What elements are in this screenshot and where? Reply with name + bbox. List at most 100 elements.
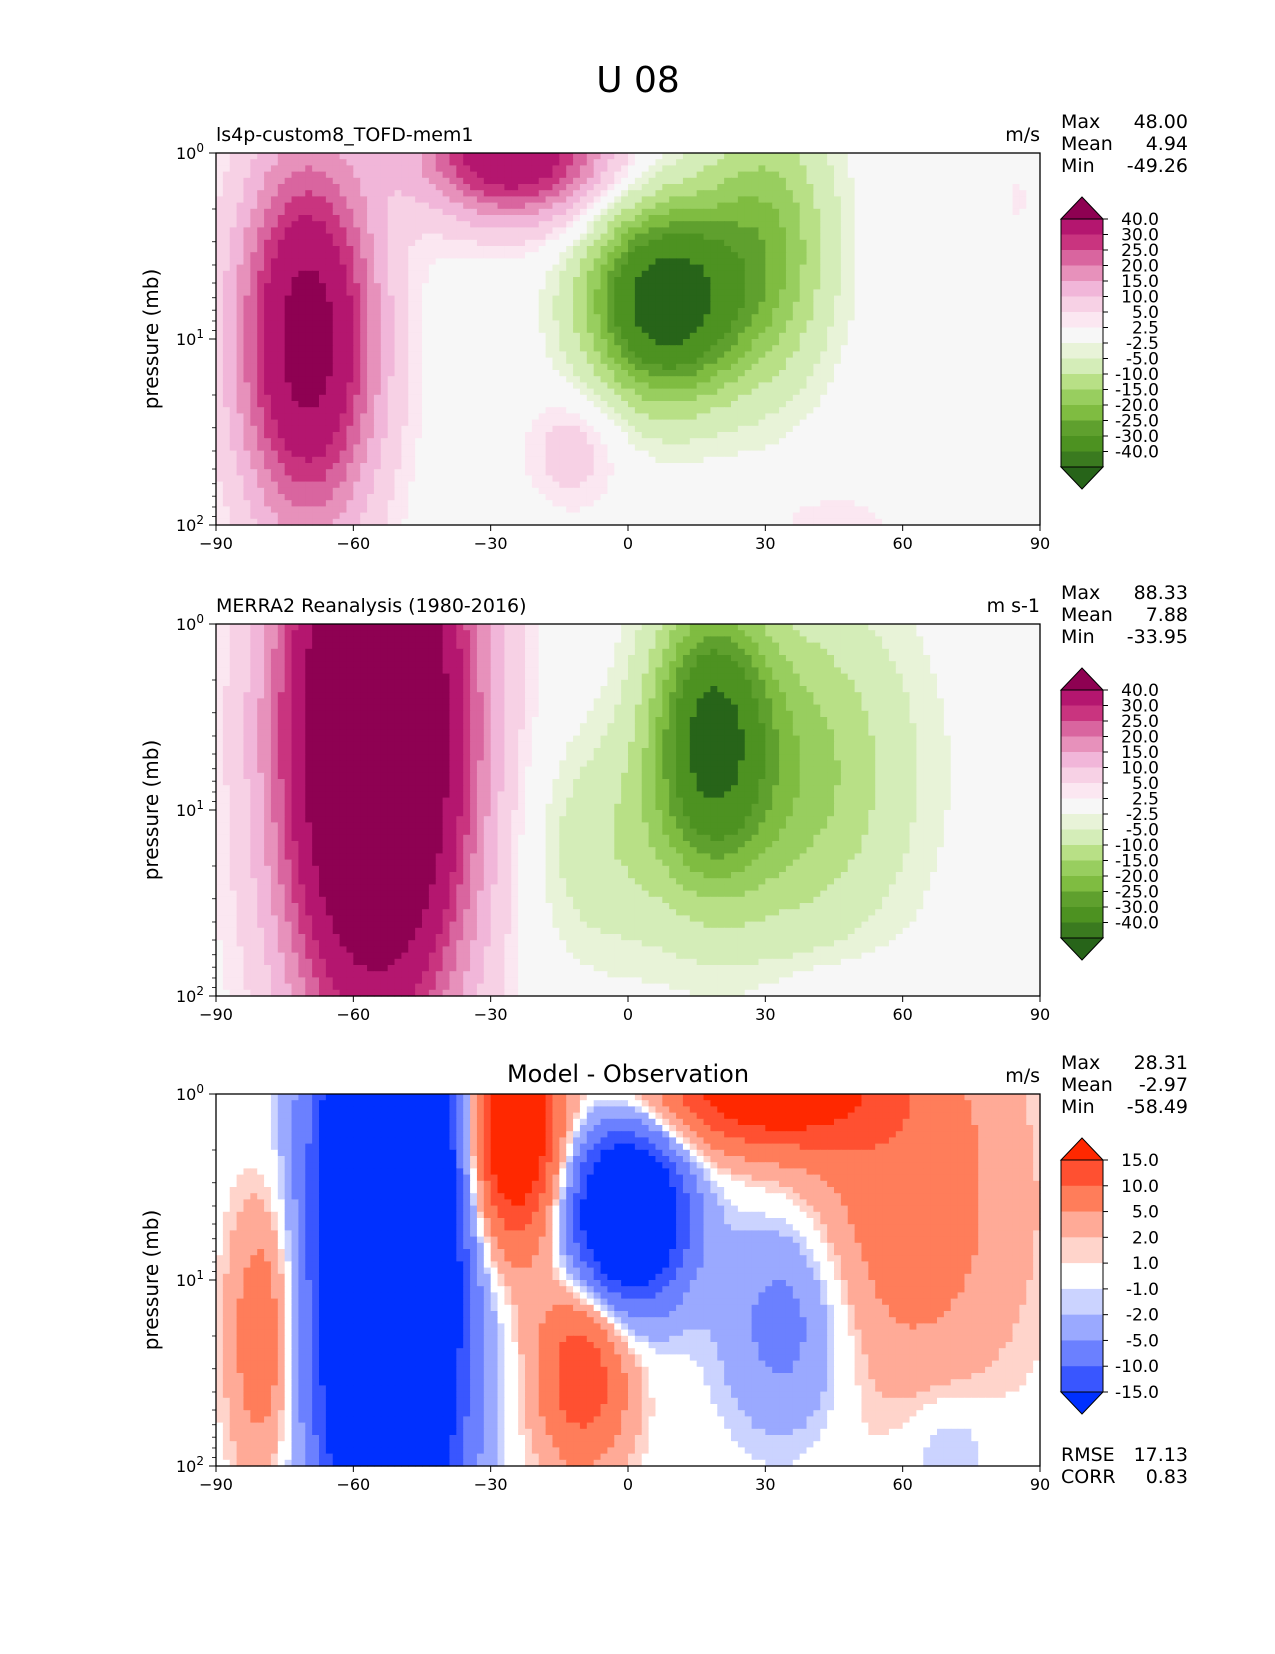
contour-cell [655, 370, 663, 377]
contour-cell [724, 351, 732, 359]
contour-cell [538, 301, 547, 309]
contour-cell [1026, 233, 1034, 241]
contour-cell [222, 382, 231, 390]
contour-cell [435, 376, 444, 383]
contour-cell [559, 177, 567, 185]
contour-cell [943, 401, 952, 408]
contour-cell [305, 326, 313, 334]
contour-cell [854, 382, 863, 390]
contour-cell [641, 351, 650, 359]
contour-cell [634, 184, 643, 191]
contour-cell [456, 246, 464, 253]
contour-cell [394, 394, 402, 402]
contour-cell [525, 332, 533, 340]
contour-cell [236, 165, 245, 173]
contour-cell [593, 258, 602, 266]
contour-cell [820, 382, 828, 390]
contour-cell [1033, 314, 1041, 321]
contour-cell [525, 401, 533, 408]
contour-cell [854, 345, 863, 352]
contour-cell [628, 401, 636, 408]
contour-cell [545, 252, 554, 259]
contour-cell [854, 252, 863, 259]
contour-cell [916, 171, 924, 179]
contour-cell [222, 351, 231, 359]
contour-cell [930, 159, 938, 166]
contour-cell [559, 264, 567, 272]
contour-cell [504, 153, 512, 160]
contour-cell [957, 233, 966, 241]
contour-cell [971, 270, 979, 278]
contour-cell [682, 153, 691, 160]
contour-cell [868, 363, 876, 371]
contour-cell [813, 345, 821, 352]
contour-cell [463, 153, 471, 160]
contour-cell [236, 320, 245, 328]
contour-cell [291, 345, 299, 352]
contour-cell [284, 345, 293, 352]
contour-cell [991, 332, 1000, 340]
contour-cell [428, 345, 437, 352]
contour-cell [1005, 165, 1014, 173]
contour-cell [422, 301, 430, 309]
contour-cell [628, 363, 636, 371]
contour-cell [552, 277, 560, 284]
contour-cell [943, 252, 952, 259]
contour-cell [518, 326, 526, 334]
contour-cell [600, 394, 608, 402]
contour-cell [435, 382, 444, 390]
contour-cell [284, 215, 293, 222]
contour-cell [593, 363, 602, 371]
contour-cell [765, 177, 773, 185]
contour-cell [916, 376, 924, 383]
contour-cell [1026, 171, 1034, 179]
contour-cell [930, 351, 938, 359]
contour-cell [731, 215, 739, 222]
contour-cell [470, 202, 478, 210]
contour-cell [367, 270, 375, 278]
contour-cell [298, 165, 306, 173]
contour-cell [1005, 233, 1014, 241]
contour-cell [270, 339, 279, 346]
contour-cell [792, 171, 801, 179]
contour-cell [229, 382, 238, 390]
contour-cell [895, 196, 904, 204]
contour-cell [758, 190, 766, 197]
contour-cell [573, 283, 581, 290]
contour-cell [408, 227, 416, 235]
contour-cell [909, 202, 917, 210]
contour-cell [669, 314, 677, 321]
contour-cell [882, 184, 890, 191]
contour-cell [737, 196, 746, 204]
contour-cell [456, 370, 464, 377]
contour-cell [291, 277, 299, 284]
contour-cell [319, 196, 327, 204]
contour-cell [497, 283, 505, 290]
contour-cell [676, 202, 684, 210]
contour-cell [799, 394, 808, 402]
contour-cell [820, 289, 828, 297]
contour-cell [744, 171, 753, 179]
contour-cell [682, 301, 691, 309]
contour-cell [518, 339, 526, 346]
contour-cell [806, 184, 814, 191]
contour-cell [792, 177, 801, 185]
contour-cell [964, 159, 972, 166]
contour-cell [250, 233, 258, 241]
contour-cell [291, 283, 299, 290]
contour-cell [758, 239, 766, 247]
contour-cell [579, 394, 588, 402]
contour-cell [607, 332, 615, 340]
contour-cell [243, 388, 251, 396]
contour-cell [325, 401, 334, 408]
contour-cell [305, 295, 313, 303]
contour-cell [806, 388, 814, 396]
contour-cell [476, 388, 485, 396]
contour-cell [518, 407, 526, 414]
contour-cell [628, 283, 636, 290]
contour-cell [930, 357, 938, 365]
contour-cell [1012, 370, 1020, 377]
contour-cell [586, 382, 595, 390]
contour-cell [291, 190, 299, 197]
contour-cell [957, 177, 966, 185]
